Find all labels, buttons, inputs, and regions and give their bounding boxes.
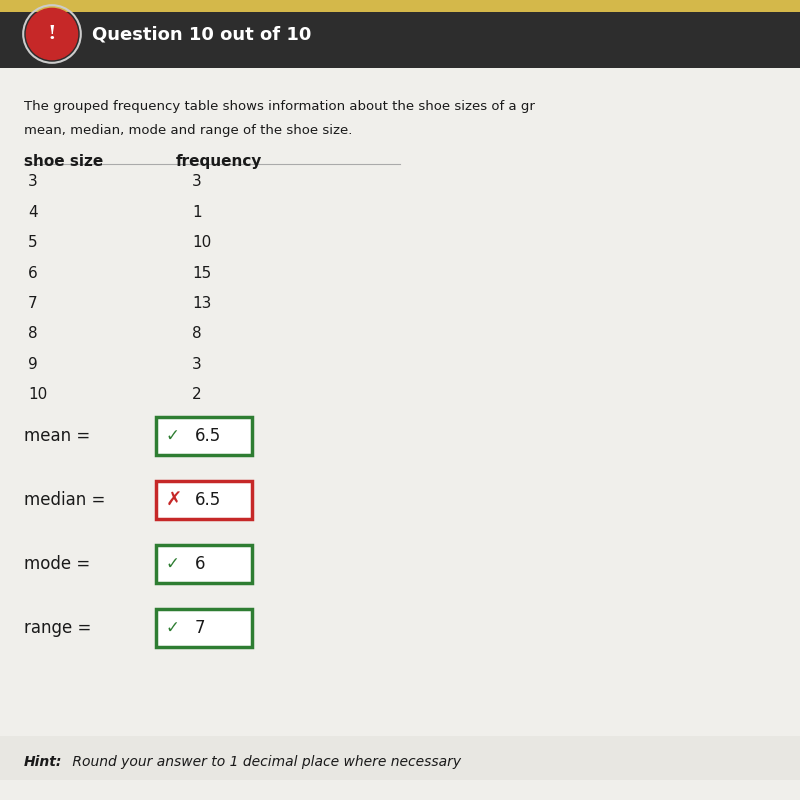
Text: 2: 2 [192, 387, 202, 402]
Text: !: ! [48, 25, 56, 43]
Text: 8: 8 [28, 326, 38, 342]
Text: 3: 3 [28, 174, 38, 190]
Text: 10: 10 [192, 235, 211, 250]
Text: 1: 1 [192, 205, 202, 220]
Text: Round your answer to 1 decimal place where necessary: Round your answer to 1 decimal place whe… [68, 754, 461, 769]
Text: ✓: ✓ [166, 427, 179, 445]
Text: 9: 9 [28, 357, 38, 372]
Text: 8: 8 [192, 326, 202, 342]
Text: 6: 6 [194, 555, 205, 573]
Text: The grouped frequency table shows information about the shoe sizes of a gr: The grouped frequency table shows inform… [24, 100, 535, 113]
Text: median =: median = [24, 491, 106, 509]
Text: 4: 4 [28, 205, 38, 220]
Text: frequency: frequency [176, 154, 262, 169]
Text: Hint:: Hint: [24, 754, 62, 769]
Text: 7: 7 [194, 619, 205, 637]
Text: mean, median, mode and range of the shoe size.: mean, median, mode and range of the shoe… [24, 124, 352, 137]
Text: 5: 5 [28, 235, 38, 250]
Text: ✓: ✓ [166, 619, 179, 637]
Text: 7: 7 [28, 296, 38, 311]
Text: mean =: mean = [24, 427, 90, 445]
Text: 15: 15 [192, 266, 211, 281]
Text: 13: 13 [192, 296, 211, 311]
Text: 3: 3 [192, 357, 202, 372]
Text: 6.5: 6.5 [194, 491, 221, 509]
Text: 3: 3 [192, 174, 202, 190]
Text: mode =: mode = [24, 555, 90, 573]
Text: 10: 10 [28, 387, 47, 402]
Text: range =: range = [24, 619, 91, 637]
Text: 6: 6 [28, 266, 38, 281]
Text: ✗: ✗ [166, 490, 182, 510]
Text: 6.5: 6.5 [194, 427, 221, 445]
Text: Question 10 out of 10: Question 10 out of 10 [92, 25, 311, 43]
Text: ✓: ✓ [166, 555, 179, 573]
Text: shoe size: shoe size [24, 154, 103, 169]
